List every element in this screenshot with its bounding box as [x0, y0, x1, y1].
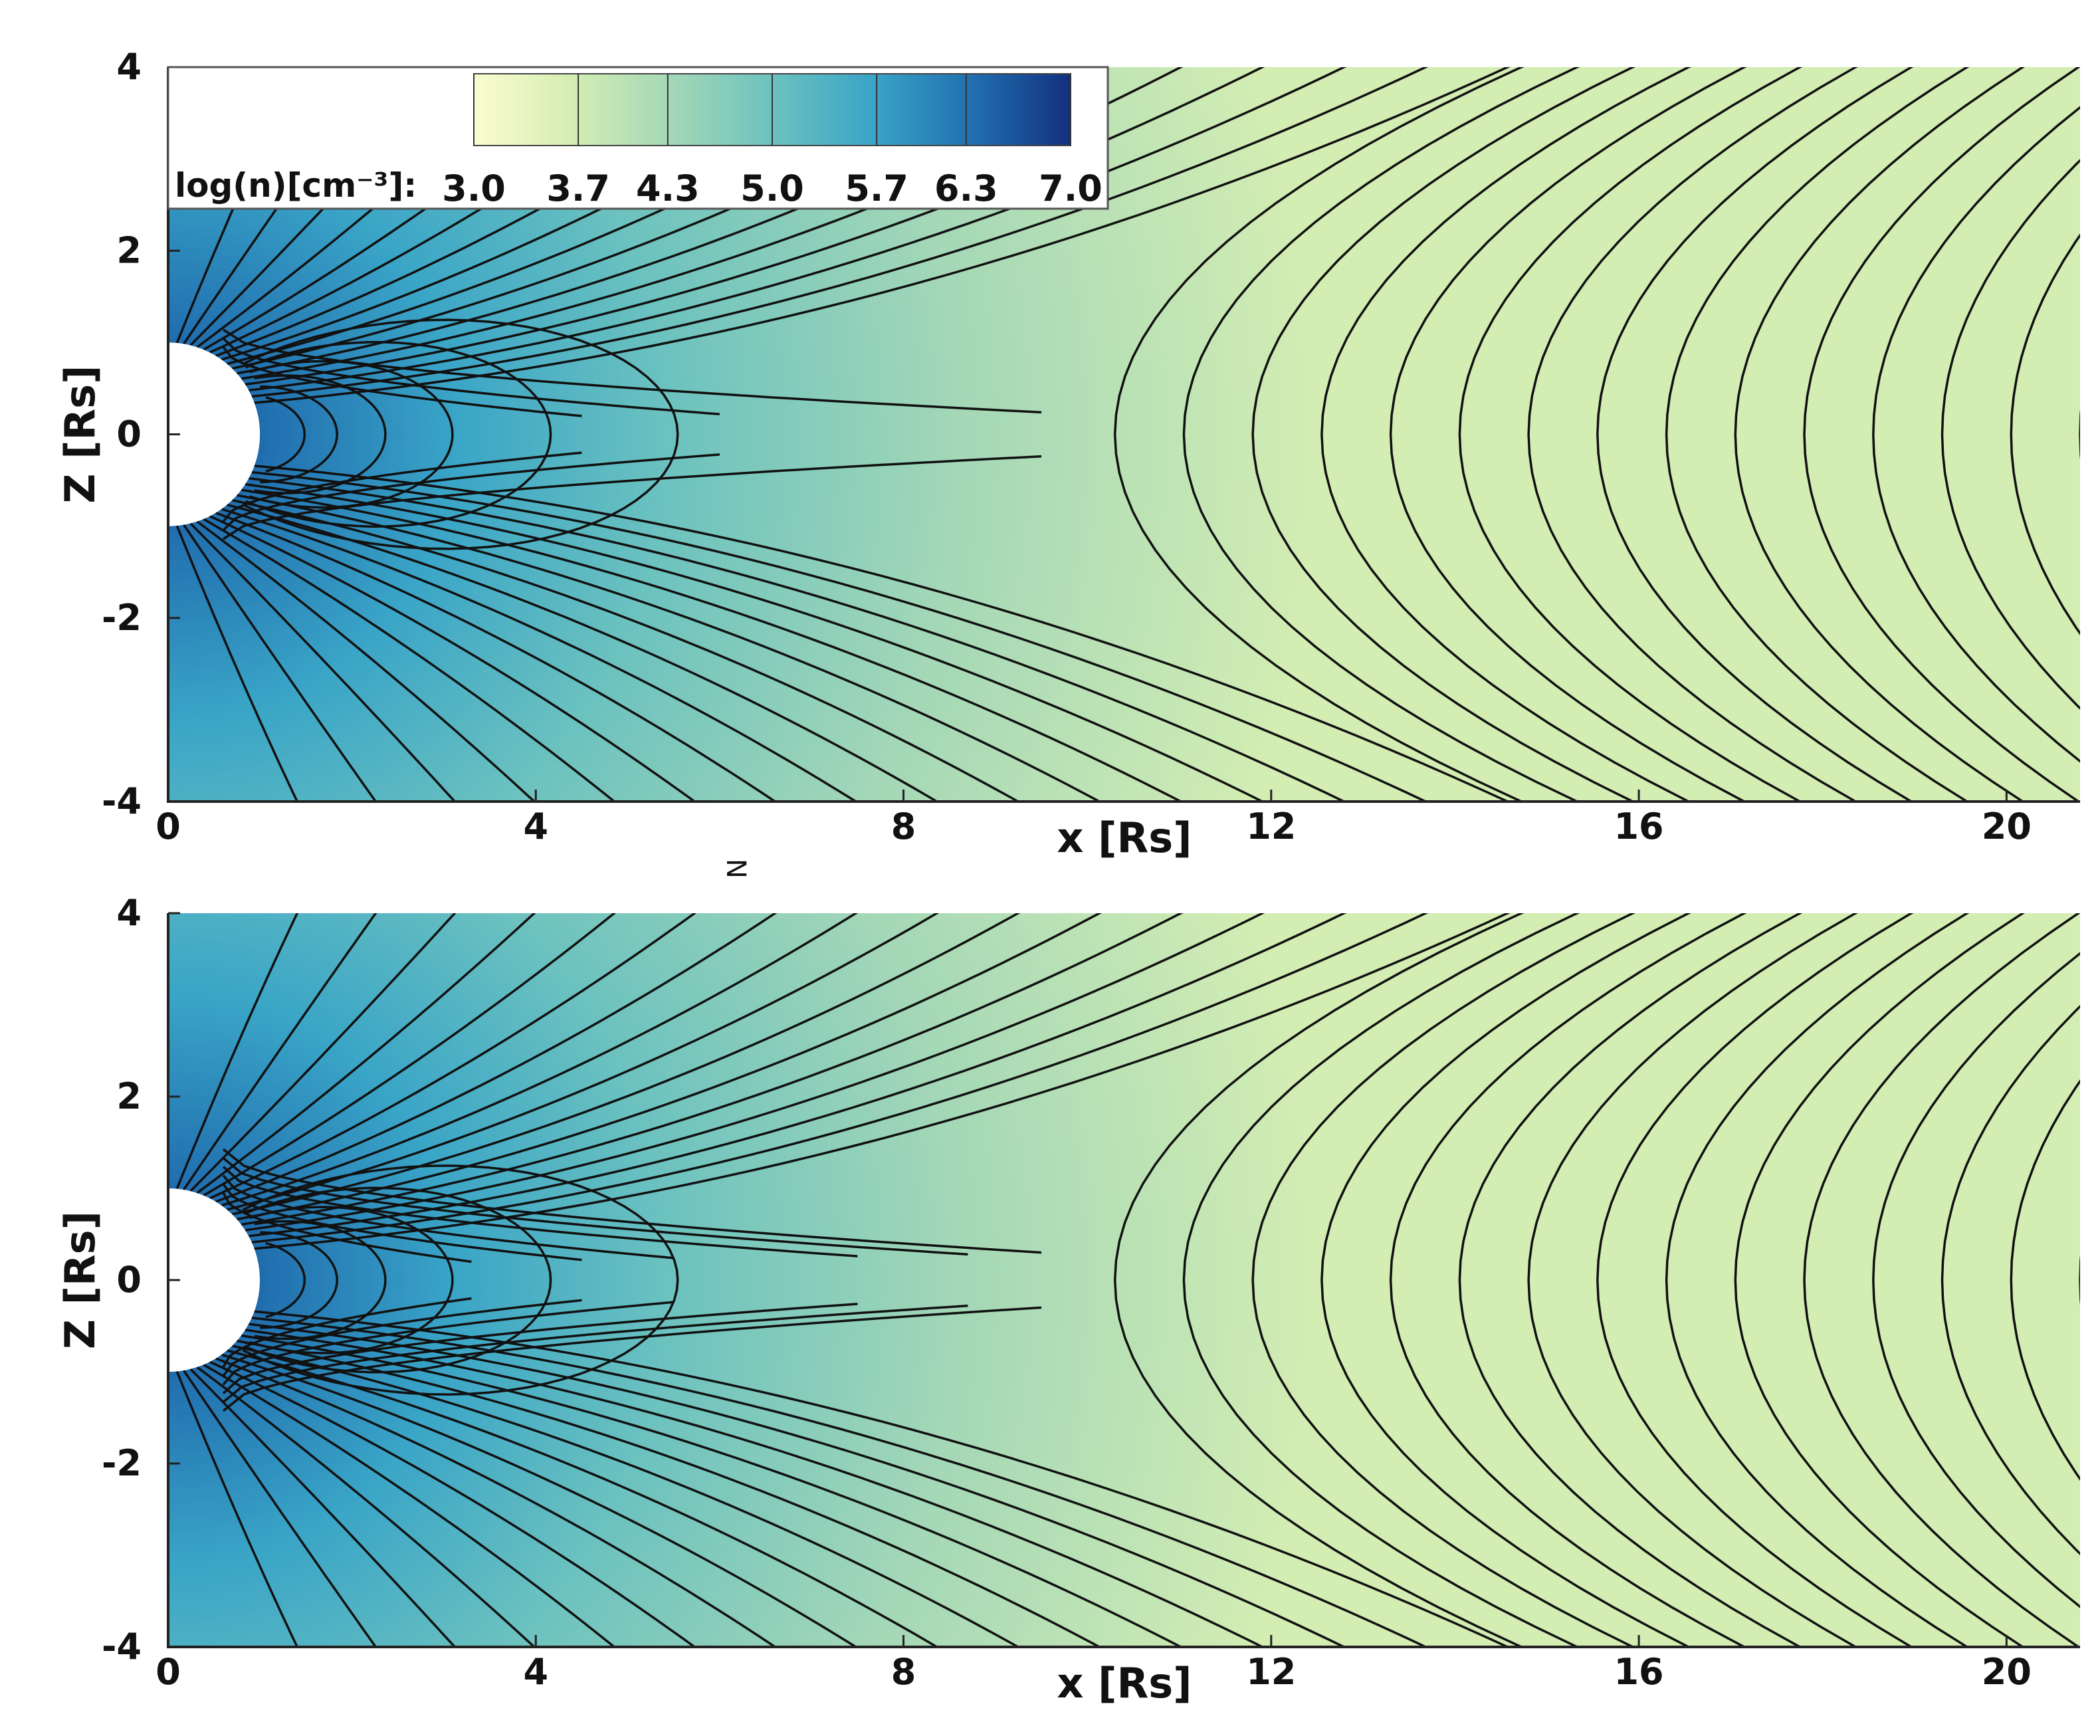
x-tick-label: 12 [1246, 806, 1296, 847]
density-field [168, 913, 2080, 1647]
field-line [2080, 49, 2100, 819]
x-tick-label: 0 [156, 1651, 181, 1693]
colorbar-tick-label: 5.7 [845, 167, 908, 209]
colorbar-tick-label: 7.0 [1039, 167, 1102, 209]
colorbar-tick-label: 4.3 [636, 167, 700, 209]
x-axis-label: x [Rs] [1057, 814, 1192, 862]
annotation: N [720, 859, 751, 879]
x-tick-label: 8 [891, 1651, 916, 1693]
y-tick-label: -2 [102, 1442, 142, 1484]
x-tick-label: 16 [1614, 806, 1663, 847]
x-axis-label: x [Rs] [1057, 1659, 1192, 1707]
y-tick-label: 0 [116, 1259, 142, 1301]
y-tick-label: 4 [116, 46, 142, 88]
y-tick-label: 0 [116, 413, 142, 455]
y-tick-label: 2 [116, 229, 142, 271]
colorbar-label: log(n)[cm⁻³]: [175, 166, 417, 205]
x-tick-label: 16 [1614, 1651, 1663, 1693]
x-tick-label: 20 [1982, 1651, 2032, 1693]
x-tick-label: 8 [891, 806, 916, 847]
colorbar-tick-label: 5.0 [740, 167, 804, 209]
y-tick-label: 2 [116, 1075, 142, 1117]
colorbar-tick-label: 3.0 [442, 167, 506, 209]
y-axis-label: Z [Rs] [56, 1211, 104, 1349]
y-tick-label: -2 [102, 597, 142, 639]
y-axis-label: Z [Rs] [56, 366, 104, 504]
x-tick-label: 4 [523, 1651, 548, 1693]
colorbar-tick-label: 3.7 [546, 167, 610, 209]
y-tick-label: 4 [116, 892, 142, 934]
x-tick-label: 12 [1246, 1651, 1296, 1693]
plot-area [76, 895, 2100, 1665]
x-tick-label: 20 [1982, 806, 2032, 847]
colorbar-tick-label: 6.3 [934, 167, 998, 209]
x-tick-label: 0 [156, 806, 181, 847]
x-tick-label: 4 [523, 806, 548, 847]
field-line [2080, 895, 2100, 1665]
y-tick-label: -4 [102, 780, 142, 822]
y-tick-label: -4 [102, 1626, 142, 1668]
